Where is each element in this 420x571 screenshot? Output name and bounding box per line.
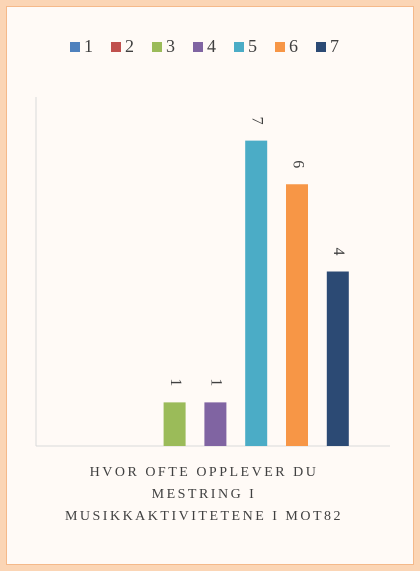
legend-label: 7	[330, 36, 339, 56]
data-label: 4	[330, 248, 347, 256]
legend-swatch	[193, 42, 203, 52]
legend-label: 4	[207, 36, 216, 56]
data-label: 1	[208, 378, 225, 386]
legend-swatch	[70, 42, 80, 52]
bar	[163, 402, 186, 446]
legend-label: 6	[289, 36, 298, 56]
legend-swatch	[275, 42, 285, 52]
bar	[326, 271, 349, 446]
legend-label: 5	[248, 36, 257, 56]
bar	[286, 184, 308, 446]
data-label: 6	[289, 160, 306, 168]
bar	[204, 402, 227, 446]
legend-swatch	[316, 42, 326, 52]
data-label: 1	[167, 378, 184, 386]
legend-swatch	[111, 42, 121, 52]
legend-swatch	[234, 42, 244, 52]
legend-label: 3	[166, 36, 175, 56]
bar	[245, 140, 268, 446]
legend-swatch	[152, 42, 162, 52]
legend-label: 1	[84, 36, 93, 56]
category-label: HVOR OFTE OPPLEVER DU MESTRING I MUSIKKA…	[64, 465, 344, 524]
data-label: 7	[249, 117, 266, 125]
legend-label: 2	[125, 36, 134, 56]
